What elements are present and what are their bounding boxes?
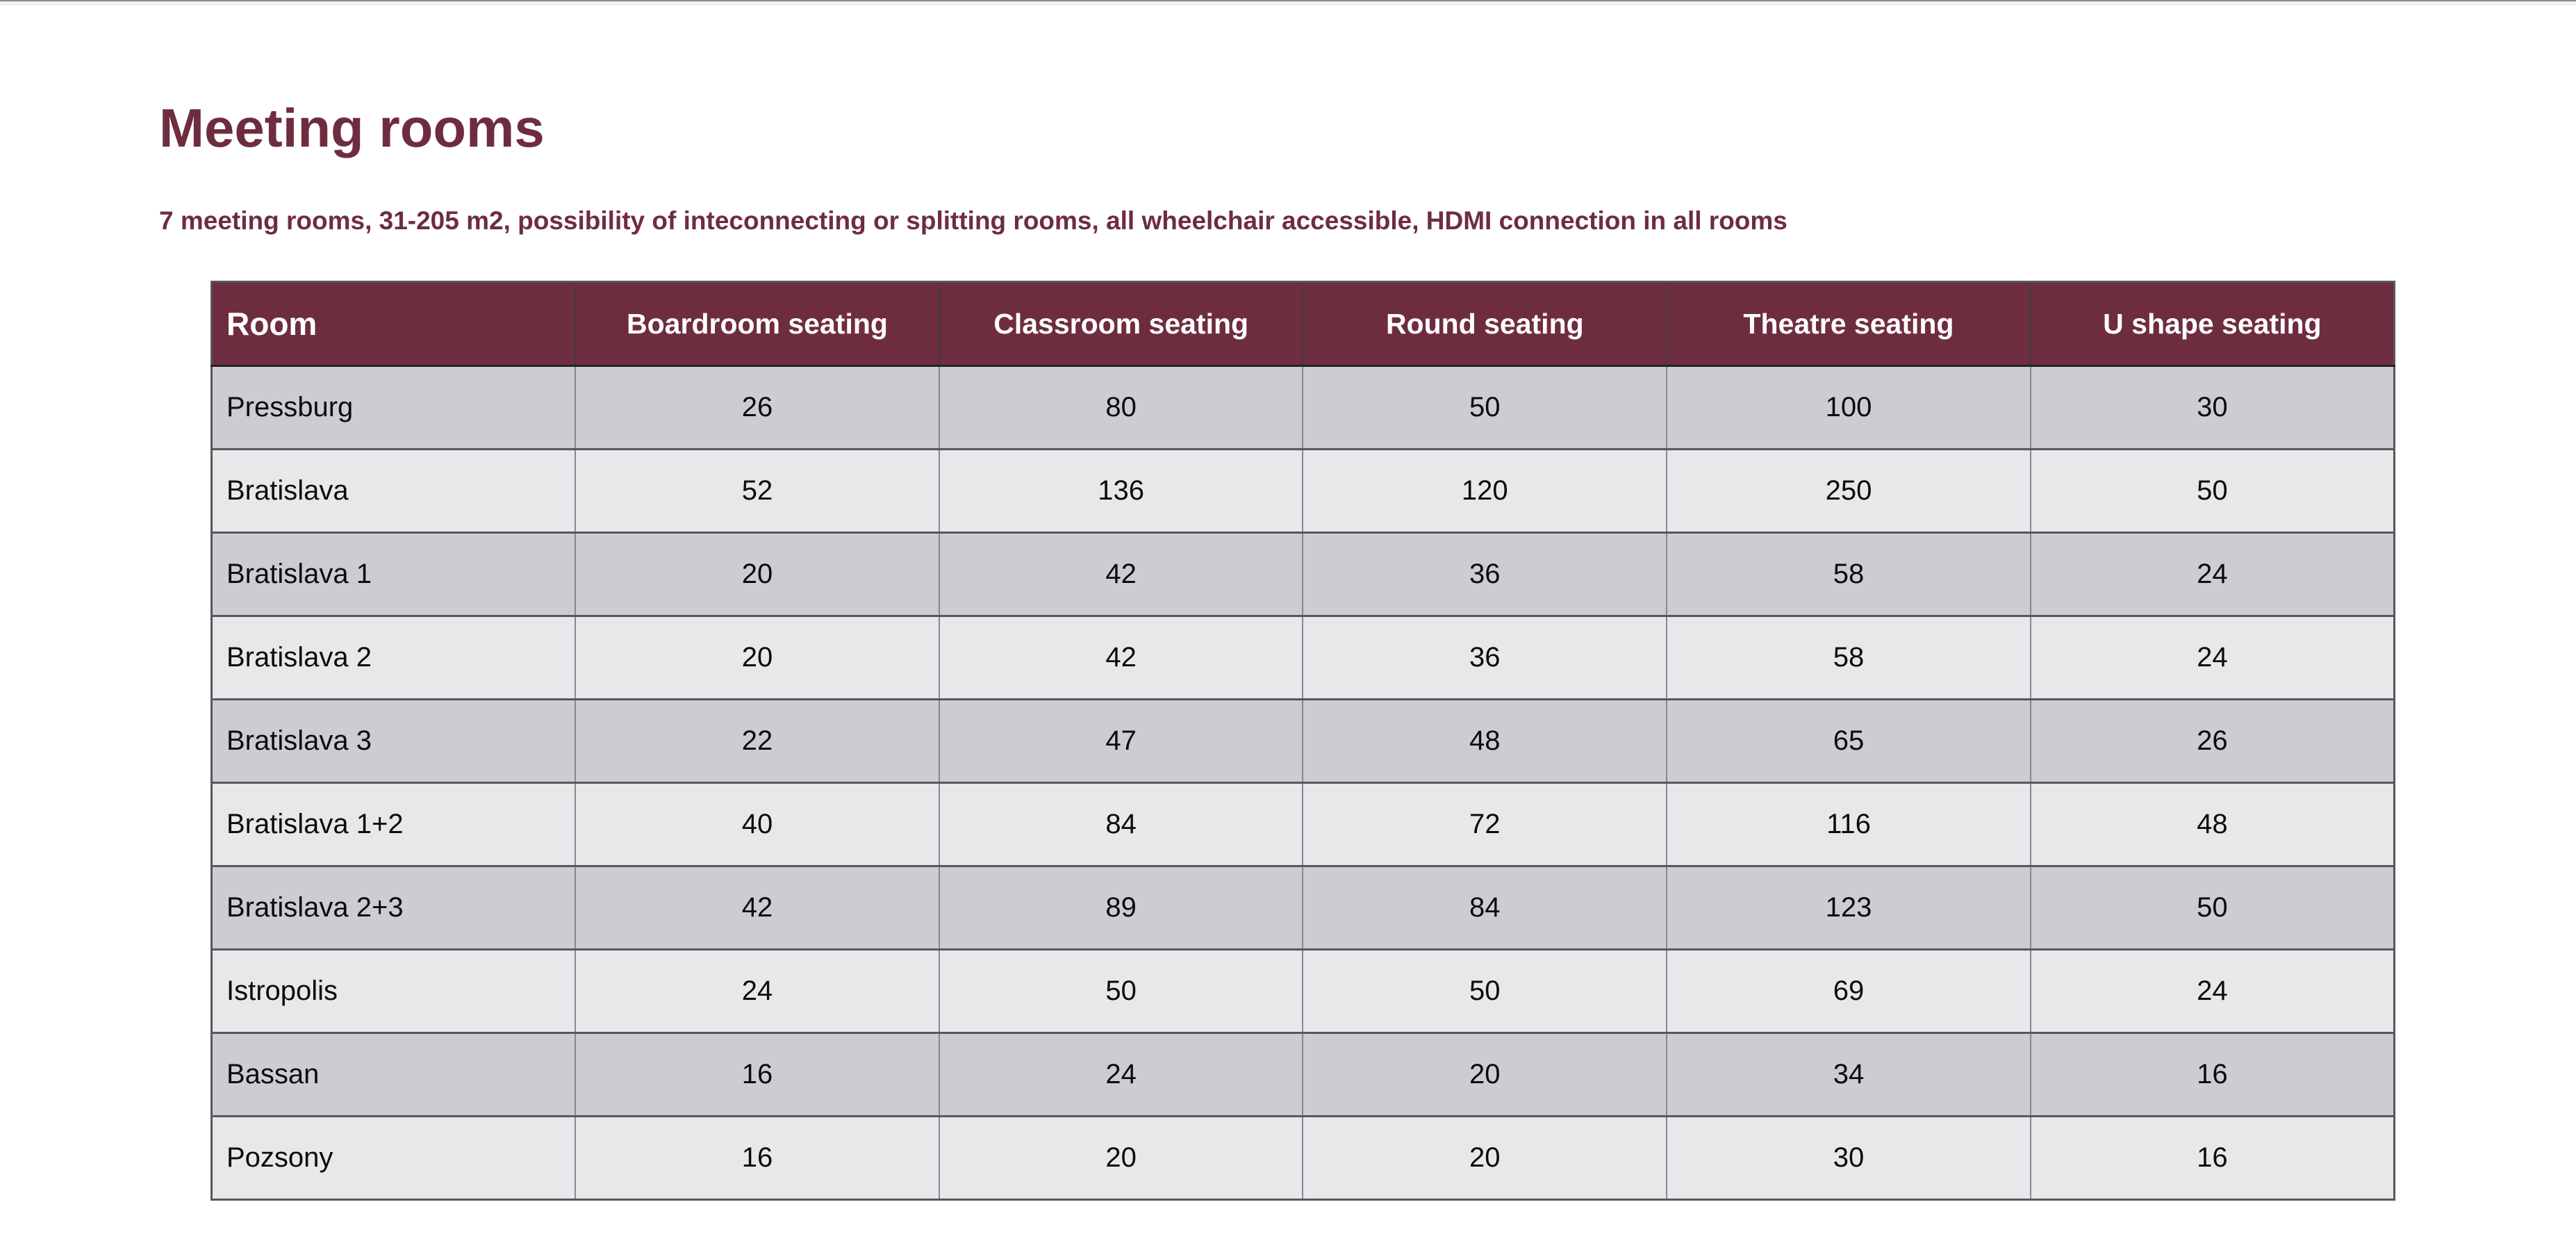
- seating-value-cell: 47: [938, 699, 1304, 783]
- seating-value-cell: 48: [2029, 782, 2395, 866]
- table-row: Bratislava 1+2 40 84 72 116 48: [210, 782, 2395, 866]
- seating-value-cell: 42: [938, 616, 1304, 700]
- window-top-strip: [0, 1, 2576, 5]
- table-body: Pressburg 26 80 50 100 30 Bratislava 52 136 120 25…: [210, 365, 2395, 1200]
- seating-value-cell: 22: [575, 699, 940, 783]
- table-row: Pressburg 26 80 50 100 30: [210, 365, 2395, 450]
- seating-value-cell: 80: [938, 365, 1304, 450]
- table-row: Bratislava 2 20 42 36 58 24: [210, 616, 2395, 700]
- seating-value-cell: 72: [1302, 782, 1668, 866]
- seating-value-cell: 65: [1666, 699, 2031, 783]
- seating-value-cell: 24: [2029, 949, 2395, 1033]
- room-name-cell: Pressburg: [210, 365, 577, 450]
- seating-value-cell: 120: [1302, 449, 1668, 533]
- room-name-cell: Bratislava: [210, 449, 577, 533]
- seating-value-cell: 89: [938, 866, 1304, 950]
- seating-value-cell: 100: [1666, 365, 2031, 450]
- seating-value-cell: 24: [2029, 532, 2395, 616]
- table-row: Pozsony 16 20 20 30 16: [210, 1116, 2395, 1200]
- seating-value-cell: 30: [2029, 365, 2395, 450]
- seating-value-cell: 42: [575, 866, 940, 950]
- table-header-row: Room Boardroom seating Classroom seating Ro…: [210, 281, 2395, 367]
- table-row: Istropolis 24 50 50 69 24: [210, 949, 2395, 1033]
- table-row: Bassan 16 24 20 34 16: [210, 1033, 2395, 1117]
- document-page: Meeting rooms 7 meeting rooms, 31-205 m2…: [0, 101, 2576, 1201]
- seating-value-cell: 36: [1302, 616, 1668, 700]
- seating-value-cell: 20: [1302, 1033, 1668, 1117]
- table-header: Room Boardroom seating Classroom seating Ro…: [210, 281, 2395, 367]
- seating-value-cell: 52: [575, 449, 940, 533]
- seating-value-cell: 50: [2029, 866, 2395, 950]
- page-title: Meeting rooms: [159, 97, 545, 158]
- seating-value-cell: 50: [938, 949, 1304, 1033]
- column-header: Boardroom seating: [575, 281, 940, 367]
- room-name-cell: Bratislava 2: [210, 616, 577, 700]
- room-name-cell: Bratislava 1: [210, 532, 577, 616]
- seating-value-cell: 20: [575, 532, 940, 616]
- column-header-room: Room: [210, 281, 577, 367]
- seating-value-cell: 36: [1302, 532, 1668, 616]
- seating-value-cell: 24: [575, 949, 940, 1033]
- seating-value-cell: 123: [1666, 866, 2031, 950]
- seating-value-cell: 20: [575, 616, 940, 700]
- seating-value-cell: 84: [1302, 866, 1668, 950]
- seating-value-cell: 50: [1302, 949, 1668, 1033]
- table-row: Bratislava 2+3 42 89 84 123 50: [210, 866, 2395, 950]
- room-name-cell: Istropolis: [210, 949, 577, 1033]
- seating-value-cell: 42: [938, 532, 1304, 616]
- column-header: Classroom seating: [938, 281, 1304, 367]
- seating-value-cell: 69: [1666, 949, 2031, 1033]
- room-name-cell: Bratislava 2+3: [210, 866, 577, 950]
- seating-value-cell: 136: [938, 449, 1304, 533]
- seating-value-cell: 16: [575, 1116, 940, 1200]
- seating-value-cell: 24: [2029, 616, 2395, 700]
- meeting-rooms-table: Room Boardroom seating Classroom seating Ro…: [210, 281, 2395, 1201]
- room-name-cell: Bassan: [210, 1033, 577, 1117]
- seating-value-cell: 50: [1302, 365, 1668, 450]
- seating-value-cell: 16: [2029, 1033, 2395, 1117]
- page-subtitle: 7 meeting rooms, 31-205 m2, possibility …: [159, 206, 1787, 235]
- seating-value-cell: 40: [575, 782, 940, 866]
- table-row: Bratislava 52 136 120 250 50: [210, 449, 2395, 533]
- room-name-cell: Pozsony: [210, 1116, 577, 1200]
- seating-value-cell: 84: [938, 782, 1304, 866]
- table-row: Bratislava 1 20 42 36 58 24: [210, 532, 2395, 616]
- seating-value-cell: 250: [1666, 449, 2031, 533]
- seating-value-cell: 48: [1302, 699, 1668, 783]
- column-header: Round seating: [1302, 281, 1668, 367]
- seating-value-cell: 16: [2029, 1116, 2395, 1200]
- seating-value-cell: 20: [938, 1116, 1304, 1200]
- seating-value-cell: 116: [1666, 782, 2031, 866]
- seating-value-cell: 26: [575, 365, 940, 450]
- seating-value-cell: 20: [1302, 1116, 1668, 1200]
- seating-value-cell: 34: [1666, 1033, 2031, 1117]
- seating-value-cell: 26: [2029, 699, 2395, 783]
- column-header: Theatre seating: [1666, 281, 2031, 367]
- seating-value-cell: 24: [938, 1033, 1304, 1117]
- seating-value-cell: 50: [2029, 449, 2395, 533]
- room-name-cell: Bratislava 3: [210, 699, 577, 783]
- room-name-cell: Bratislava 1+2: [210, 782, 577, 866]
- table-row: Bratislava 3 22 47 48 65 26: [210, 699, 2395, 783]
- window-top-edge: [0, 0, 2576, 1]
- seating-value-cell: 30: [1666, 1116, 2031, 1200]
- seating-value-cell: 58: [1666, 532, 2031, 616]
- seating-value-cell: 16: [575, 1033, 940, 1117]
- column-header: U shape seating: [2029, 281, 2395, 367]
- seating-value-cell: 58: [1666, 616, 2031, 700]
